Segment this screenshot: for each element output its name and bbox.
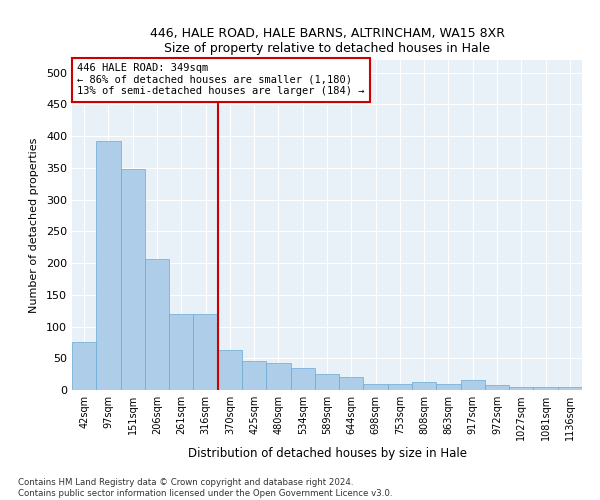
- Bar: [266, 362, 290, 390]
- Bar: [315, 374, 339, 390]
- Bar: [533, 387, 558, 390]
- Bar: [242, 362, 266, 390]
- Y-axis label: Number of detached properties: Number of detached properties: [29, 138, 39, 312]
- Bar: [145, 258, 169, 390]
- Bar: [290, 368, 315, 390]
- Bar: [121, 169, 145, 390]
- Bar: [461, 380, 485, 390]
- Bar: [509, 387, 533, 390]
- Bar: [485, 385, 509, 390]
- Bar: [193, 314, 218, 390]
- Bar: [364, 384, 388, 390]
- Bar: [96, 140, 121, 390]
- Bar: [218, 350, 242, 390]
- Bar: [72, 342, 96, 390]
- X-axis label: Distribution of detached houses by size in Hale: Distribution of detached houses by size …: [187, 448, 467, 460]
- Title: 446, HALE ROAD, HALE BARNS, ALTRINCHAM, WA15 8XR
Size of property relative to de: 446, HALE ROAD, HALE BARNS, ALTRINCHAM, …: [149, 26, 505, 54]
- Text: Contains HM Land Registry data © Crown copyright and database right 2024.
Contai: Contains HM Land Registry data © Crown c…: [18, 478, 392, 498]
- Bar: [558, 387, 582, 390]
- Bar: [169, 314, 193, 390]
- Bar: [339, 378, 364, 390]
- Bar: [412, 382, 436, 390]
- Bar: [388, 384, 412, 390]
- Text: 446 HALE ROAD: 349sqm
← 86% of detached houses are smaller (1,180)
13% of semi-d: 446 HALE ROAD: 349sqm ← 86% of detached …: [77, 64, 365, 96]
- Bar: [436, 384, 461, 390]
